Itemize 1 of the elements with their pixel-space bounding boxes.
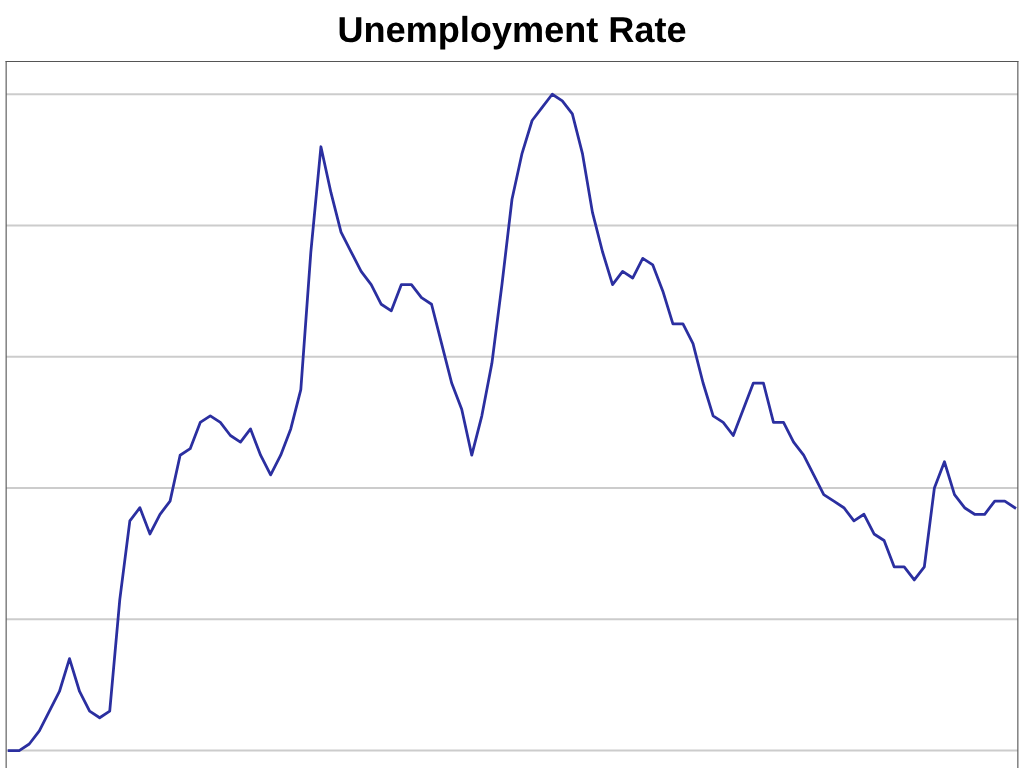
- chart-title: Unemployment Rate: [339, 15, 686, 50]
